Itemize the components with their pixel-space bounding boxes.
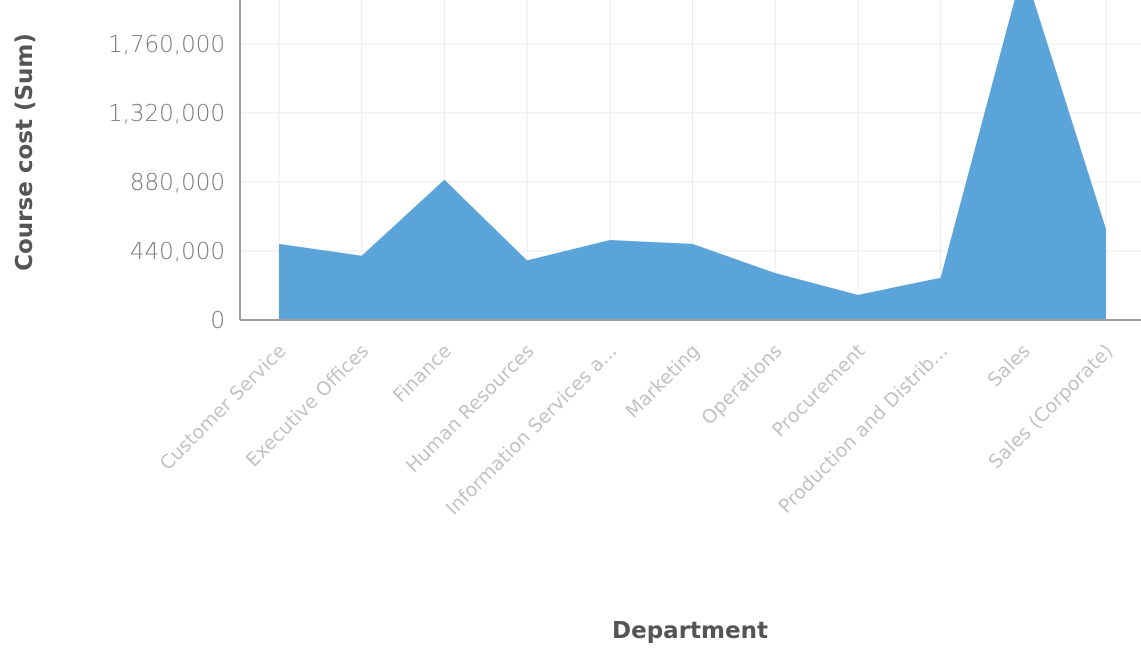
x-axis-title: Department bbox=[612, 618, 768, 644]
y-tick-label: 880,000 bbox=[130, 170, 225, 196]
x-tick-label: Operations bbox=[697, 340, 786, 429]
y-axis-ticks: 0 440,000 880,000 1,320,000 1,760,000 bbox=[108, 32, 225, 334]
y-tick-label: 0 bbox=[210, 308, 225, 334]
area-series-course-cost[interactable] bbox=[279, 0, 1106, 320]
y-tick-label: 440,000 bbox=[130, 239, 225, 265]
area-layer bbox=[279, 0, 1106, 320]
y-tick-label: 1,320,000 bbox=[108, 101, 225, 127]
y-axis-title: Course cost (Sum) bbox=[12, 33, 38, 271]
x-tick-label: Production and Distrib... bbox=[774, 340, 952, 518]
x-tick-label: Sales bbox=[984, 340, 1035, 391]
y-tick-label: 1,760,000 bbox=[108, 32, 225, 58]
x-tick-label: Marketing bbox=[622, 340, 705, 423]
x-tick-label: Finance bbox=[389, 340, 456, 407]
axes bbox=[239, 0, 1141, 321]
x-tick-label: Information Services a... bbox=[442, 340, 622, 520]
